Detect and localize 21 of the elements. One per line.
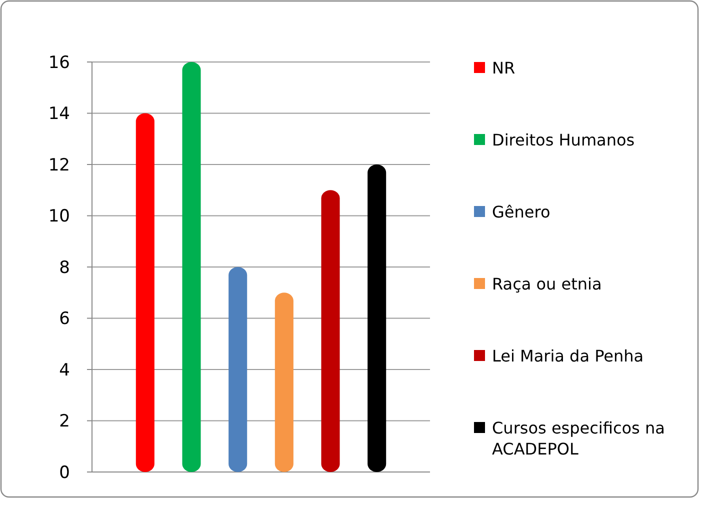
bar	[321, 190, 340, 472]
legend-label: Gênero	[492, 202, 550, 222]
bar	[136, 113, 154, 472]
bar	[228, 267, 248, 472]
y-tick-label: 10	[48, 206, 70, 227]
legend-label: Raça ou etnia	[492, 274, 602, 294]
legend-label: NR	[492, 58, 516, 78]
bar	[368, 164, 386, 472]
y-tick-label: 6	[59, 309, 70, 330]
y-tick-label: 0	[59, 462, 70, 483]
legend-label: Lei Maria da Penha	[492, 346, 644, 366]
legend-label: Cursos especificos na ACADEPOL	[492, 418, 665, 458]
legend-label: Direitos Humanos	[492, 130, 635, 150]
y-tick-label: 8	[59, 258, 70, 278]
y-tick-label: 4	[59, 360, 70, 380]
bar	[182, 62, 201, 472]
y-tick-label: 12	[48, 155, 70, 176]
bar	[274, 292, 294, 472]
y-tick-label: 16	[48, 52, 70, 73]
y-tick-label: 2	[59, 412, 70, 432]
y-tick-label: 14	[48, 104, 70, 124]
